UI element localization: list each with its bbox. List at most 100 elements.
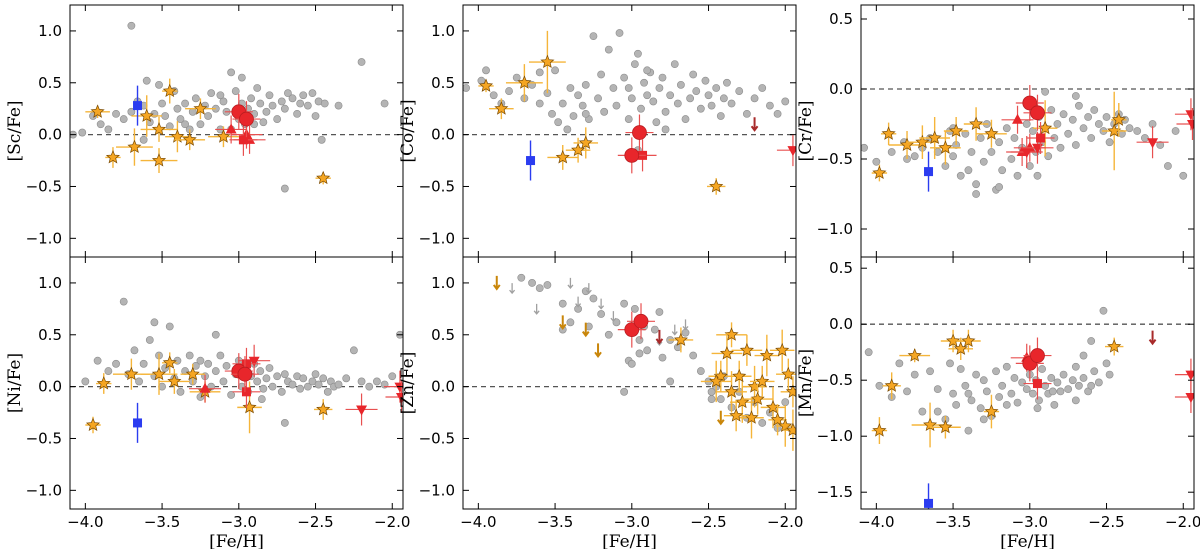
orange-star-point xyxy=(478,78,494,92)
grey-point xyxy=(273,115,282,123)
x-tick-label: −2.0 xyxy=(1165,513,1200,531)
grey-point xyxy=(558,299,567,308)
grey-point xyxy=(689,70,698,79)
grey-point xyxy=(998,381,1007,390)
grey-point xyxy=(1022,120,1031,128)
blue-square xyxy=(924,498,934,508)
blue-square xyxy=(133,101,143,111)
grey-point xyxy=(895,359,904,368)
grey-point xyxy=(612,101,621,110)
grey-point xyxy=(956,171,965,180)
grey-point xyxy=(165,322,174,331)
orange-star-point xyxy=(969,116,984,131)
grey-point xyxy=(578,101,587,110)
grey-point xyxy=(992,367,1000,376)
orange-star-point xyxy=(182,132,197,146)
y-tick-label: 1.0 xyxy=(38,274,62,292)
grey-point xyxy=(273,372,282,381)
grey-point xyxy=(1079,374,1088,382)
grey-point xyxy=(216,351,225,360)
grey-point xyxy=(1013,171,1022,180)
grey-point xyxy=(643,346,652,355)
grey-point xyxy=(1002,124,1011,133)
grey-point xyxy=(1087,337,1096,345)
grey-point xyxy=(373,377,381,386)
grey-point xyxy=(652,118,661,127)
panel-frame xyxy=(69,4,404,258)
grey-point xyxy=(1007,389,1016,398)
grey-point xyxy=(1041,87,1050,96)
y-tick-label: 0.0 xyxy=(431,378,455,396)
red-triangle-up xyxy=(225,123,237,134)
orange-star-point xyxy=(785,422,796,437)
plot-area xyxy=(861,85,1194,198)
orange-star-point xyxy=(961,333,976,348)
orange-star-point xyxy=(770,412,785,426)
grey-point xyxy=(558,99,567,108)
orange-star-point xyxy=(781,366,796,381)
x-tick-label: −4.0 xyxy=(67,513,103,531)
grey-point xyxy=(357,58,366,66)
grey-point xyxy=(505,87,513,95)
grey-point xyxy=(624,115,633,123)
grey-point xyxy=(995,183,1004,191)
orange-star-point xyxy=(139,108,154,122)
y-tick-label: −1.0 xyxy=(817,220,853,238)
panel-zn: 1.0 0.5 0.0 −0.5 −1.0 −4.0 −3.5 −3.0 −2.5 −2.0 [Zn… xyxy=(398,256,803,549)
x-tick-label: −2.5 xyxy=(297,513,333,531)
grey-point xyxy=(1053,378,1062,387)
grey-upper-limit xyxy=(575,296,582,308)
grey-point xyxy=(150,318,159,327)
red-triangle-down xyxy=(1147,138,1159,149)
grey-point xyxy=(1071,92,1080,100)
grey-point xyxy=(299,91,308,100)
grey-point xyxy=(247,94,255,103)
grey-point xyxy=(609,84,618,92)
red-triangle-up xyxy=(199,382,211,393)
grey-point xyxy=(145,336,154,344)
orange-star-point xyxy=(785,384,796,398)
grey-point xyxy=(185,351,194,360)
grey-point xyxy=(692,87,701,95)
grey-point xyxy=(268,382,277,391)
grey-point xyxy=(910,370,919,379)
grey-point xyxy=(1102,113,1111,121)
orange-star-point xyxy=(775,342,790,357)
grey-point xyxy=(696,104,705,113)
grey-point xyxy=(311,112,320,120)
grey-point xyxy=(1056,387,1065,396)
grey-point xyxy=(277,97,286,106)
red-circle xyxy=(1030,105,1045,121)
panel-ni: 1.0 0.5 0.0 −0.5 −1.0 −4.0 −3.5 −3.0 −2.5 −2.0 [Ni… xyxy=(5,256,410,549)
grey-point xyxy=(219,97,228,106)
grey-point xyxy=(1071,141,1080,149)
grey-point xyxy=(219,377,228,386)
grey-point xyxy=(1140,134,1149,142)
red-circle xyxy=(1030,348,1045,363)
grey-point xyxy=(388,372,397,381)
y-tick-label: 1.0 xyxy=(431,22,455,40)
orange-star-point xyxy=(124,366,139,381)
grey-point xyxy=(933,407,942,416)
grey-point xyxy=(630,304,639,313)
grey-point xyxy=(670,60,679,69)
grey-point xyxy=(535,284,544,293)
orange-star-point xyxy=(884,378,899,392)
grey-point xyxy=(112,359,120,368)
red-circle xyxy=(633,313,649,329)
grey-point xyxy=(334,380,343,389)
y-axis-label: [Co/Fe] xyxy=(398,99,418,162)
panel-cr: 0.5 0.0 −0.5 −1.0 [Cr/Fe] xyxy=(796,4,1195,258)
grey-point xyxy=(735,87,744,95)
grey-point xyxy=(342,374,351,383)
grey-point xyxy=(280,370,289,379)
y-tick-label: −0.5 xyxy=(817,150,853,168)
grey-point xyxy=(227,391,236,399)
y-tick-label: −0.5 xyxy=(817,371,853,389)
grey-point xyxy=(1018,378,1027,387)
grey-point xyxy=(1059,110,1068,119)
grey-point xyxy=(1033,171,1042,180)
y-tick-label: −1.0 xyxy=(419,481,455,499)
grey-point xyxy=(1071,362,1080,371)
